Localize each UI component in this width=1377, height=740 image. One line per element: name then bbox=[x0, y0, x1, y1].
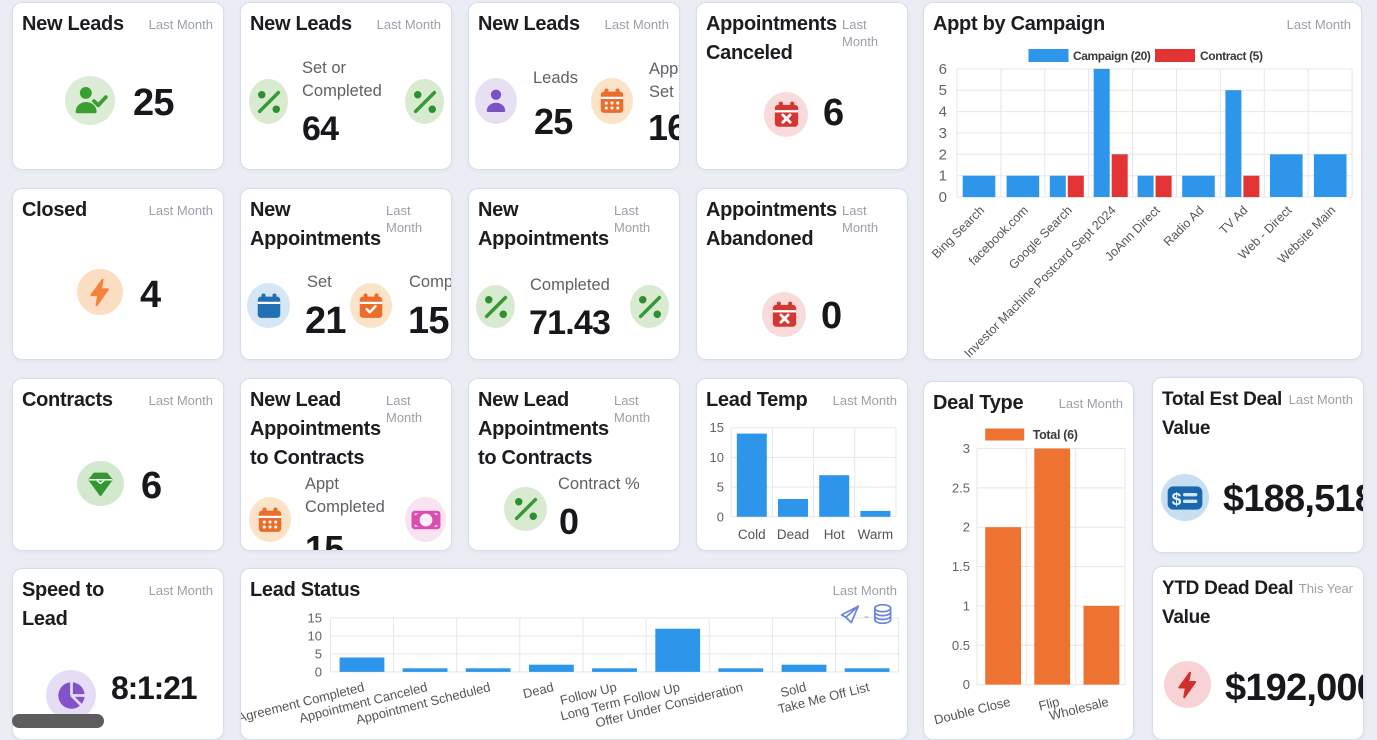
svg-text:Double Close: Double Close bbox=[932, 694, 1011, 727]
svg-text:10: 10 bbox=[710, 450, 724, 465]
svg-text:6: 6 bbox=[939, 61, 947, 78]
svg-text:0: 0 bbox=[963, 677, 970, 692]
svg-text:3: 3 bbox=[963, 441, 970, 456]
svg-text:Warm: Warm bbox=[858, 527, 894, 542]
svg-text:Total (6): Total (6) bbox=[1033, 428, 1078, 442]
svg-text:Campaign (20): Campaign (20) bbox=[1073, 49, 1151, 63]
svg-text:0: 0 bbox=[315, 664, 322, 679]
svg-text:Radio Ad: Radio Ad bbox=[1161, 203, 1207, 249]
svg-text:1: 1 bbox=[963, 598, 970, 613]
svg-text:5: 5 bbox=[717, 480, 724, 495]
svg-text:Hot: Hot bbox=[824, 527, 845, 542]
svg-text:2: 2 bbox=[939, 146, 947, 163]
svg-text:1.5: 1.5 bbox=[952, 559, 970, 574]
svg-text:10: 10 bbox=[308, 628, 322, 643]
svg-text:Dead: Dead bbox=[777, 527, 809, 542]
svg-text:2.5: 2.5 bbox=[952, 480, 970, 495]
svg-text:Cold: Cold bbox=[738, 527, 766, 542]
svg-text:Sold: Sold bbox=[779, 679, 808, 700]
svg-text:3: 3 bbox=[939, 125, 947, 142]
svg-text:0: 0 bbox=[717, 509, 724, 524]
svg-text:5: 5 bbox=[939, 82, 947, 99]
svg-text:15: 15 bbox=[710, 420, 724, 435]
svg-text:2: 2 bbox=[963, 520, 970, 535]
svg-text:TV Ad: TV Ad bbox=[1217, 203, 1251, 237]
svg-text:1: 1 bbox=[939, 168, 947, 185]
svg-text:Flip: Flip bbox=[1037, 694, 1061, 714]
svg-text:$: $ bbox=[1172, 488, 1182, 508]
svg-text:4: 4 bbox=[939, 104, 947, 121]
svg-text:Contract (5): Contract (5) bbox=[1200, 49, 1263, 63]
svg-text:15: 15 bbox=[308, 610, 322, 625]
svg-text:Investor Machine Postcard Sept: Investor Machine Postcard Sept 2024 bbox=[962, 203, 1119, 359]
svg-text:0.5: 0.5 bbox=[952, 638, 970, 653]
svg-text:5: 5 bbox=[315, 646, 322, 661]
svg-text:0: 0 bbox=[939, 189, 947, 206]
svg-text:Dead: Dead bbox=[521, 679, 555, 701]
